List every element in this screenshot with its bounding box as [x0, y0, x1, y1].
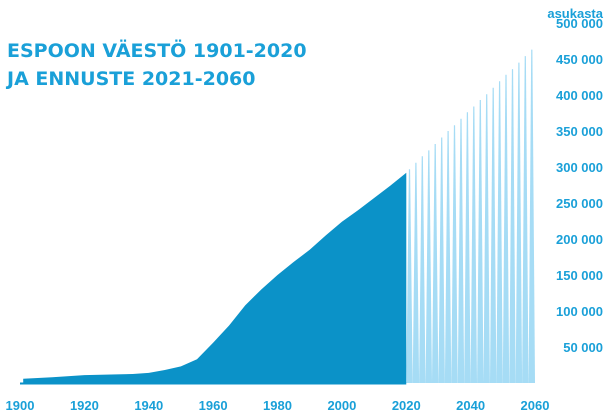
x-tick-label: 2000	[327, 398, 356, 413]
y-axis-unit-label: asukasta	[547, 6, 603, 21]
forecast-bar	[496, 81, 503, 384]
forecast-bar	[483, 94, 490, 384]
area-layer	[23, 172, 407, 383]
x-tick-label: 2060	[521, 398, 550, 413]
y-axis-ticks: 50 000 100 000 150 000 200 000 250 000 300 00…	[556, 16, 603, 355]
x-tick-label: 1900	[6, 398, 35, 413]
y-tick-label: 500 000	[556, 16, 603, 31]
y-tick-label: 400 000	[556, 88, 603, 103]
chart-title-line-2: JA ENNUSTE 2021-2060	[5, 68, 255, 90]
forecast-bar	[515, 62, 523, 383]
forecast-bar	[477, 100, 484, 383]
forecast-bar	[502, 74, 510, 384]
x-tick-label: 2040	[456, 398, 485, 413]
forecast-bar	[528, 49, 535, 383]
forecast-bar	[425, 150, 432, 383]
historical-population-area	[23, 172, 407, 383]
x-tick-label: 1980	[263, 398, 292, 413]
y-tick-label: 250 000	[556, 196, 603, 211]
forecast-bar	[522, 56, 529, 383]
y-tick-label: 50 000	[563, 340, 603, 355]
y-tick-label: 350 000	[556, 124, 603, 139]
x-axis-ticks: 1900 1920 1940 1960 1980 2000 2020 2040 2060	[6, 398, 550, 413]
forecast-bar	[464, 112, 471, 384]
chart-title-line-1: ESPOON VÄESTÖ 1901-2020	[7, 38, 307, 62]
y-tick-label: 100 000	[556, 304, 603, 319]
forecast-bar	[444, 131, 452, 383]
y-tick-label: 150 000	[556, 268, 603, 283]
forecast-bar	[490, 87, 497, 384]
forecast-bar	[457, 118, 465, 384]
x-tick-label: 1960	[199, 398, 228, 413]
forecast-bar	[406, 169, 413, 383]
forecast-bar	[509, 69, 516, 383]
x-tick-label: 1920	[70, 398, 99, 413]
forecast-bar	[432, 144, 439, 383]
forecast-bar	[451, 125, 458, 383]
forecast-bar	[419, 156, 426, 383]
forecast-bars	[406, 49, 535, 384]
forecast-bar	[470, 106, 477, 383]
y-tick-label: 300 000	[556, 160, 603, 175]
y-tick-label: 450 000	[556, 52, 603, 67]
forecast-bar	[438, 137, 445, 383]
y-tick-label: 200 000	[556, 232, 603, 247]
x-tick-label: 2020	[392, 398, 421, 413]
forecast-bar	[412, 162, 420, 383]
x-tick-label: 1940	[134, 398, 163, 413]
